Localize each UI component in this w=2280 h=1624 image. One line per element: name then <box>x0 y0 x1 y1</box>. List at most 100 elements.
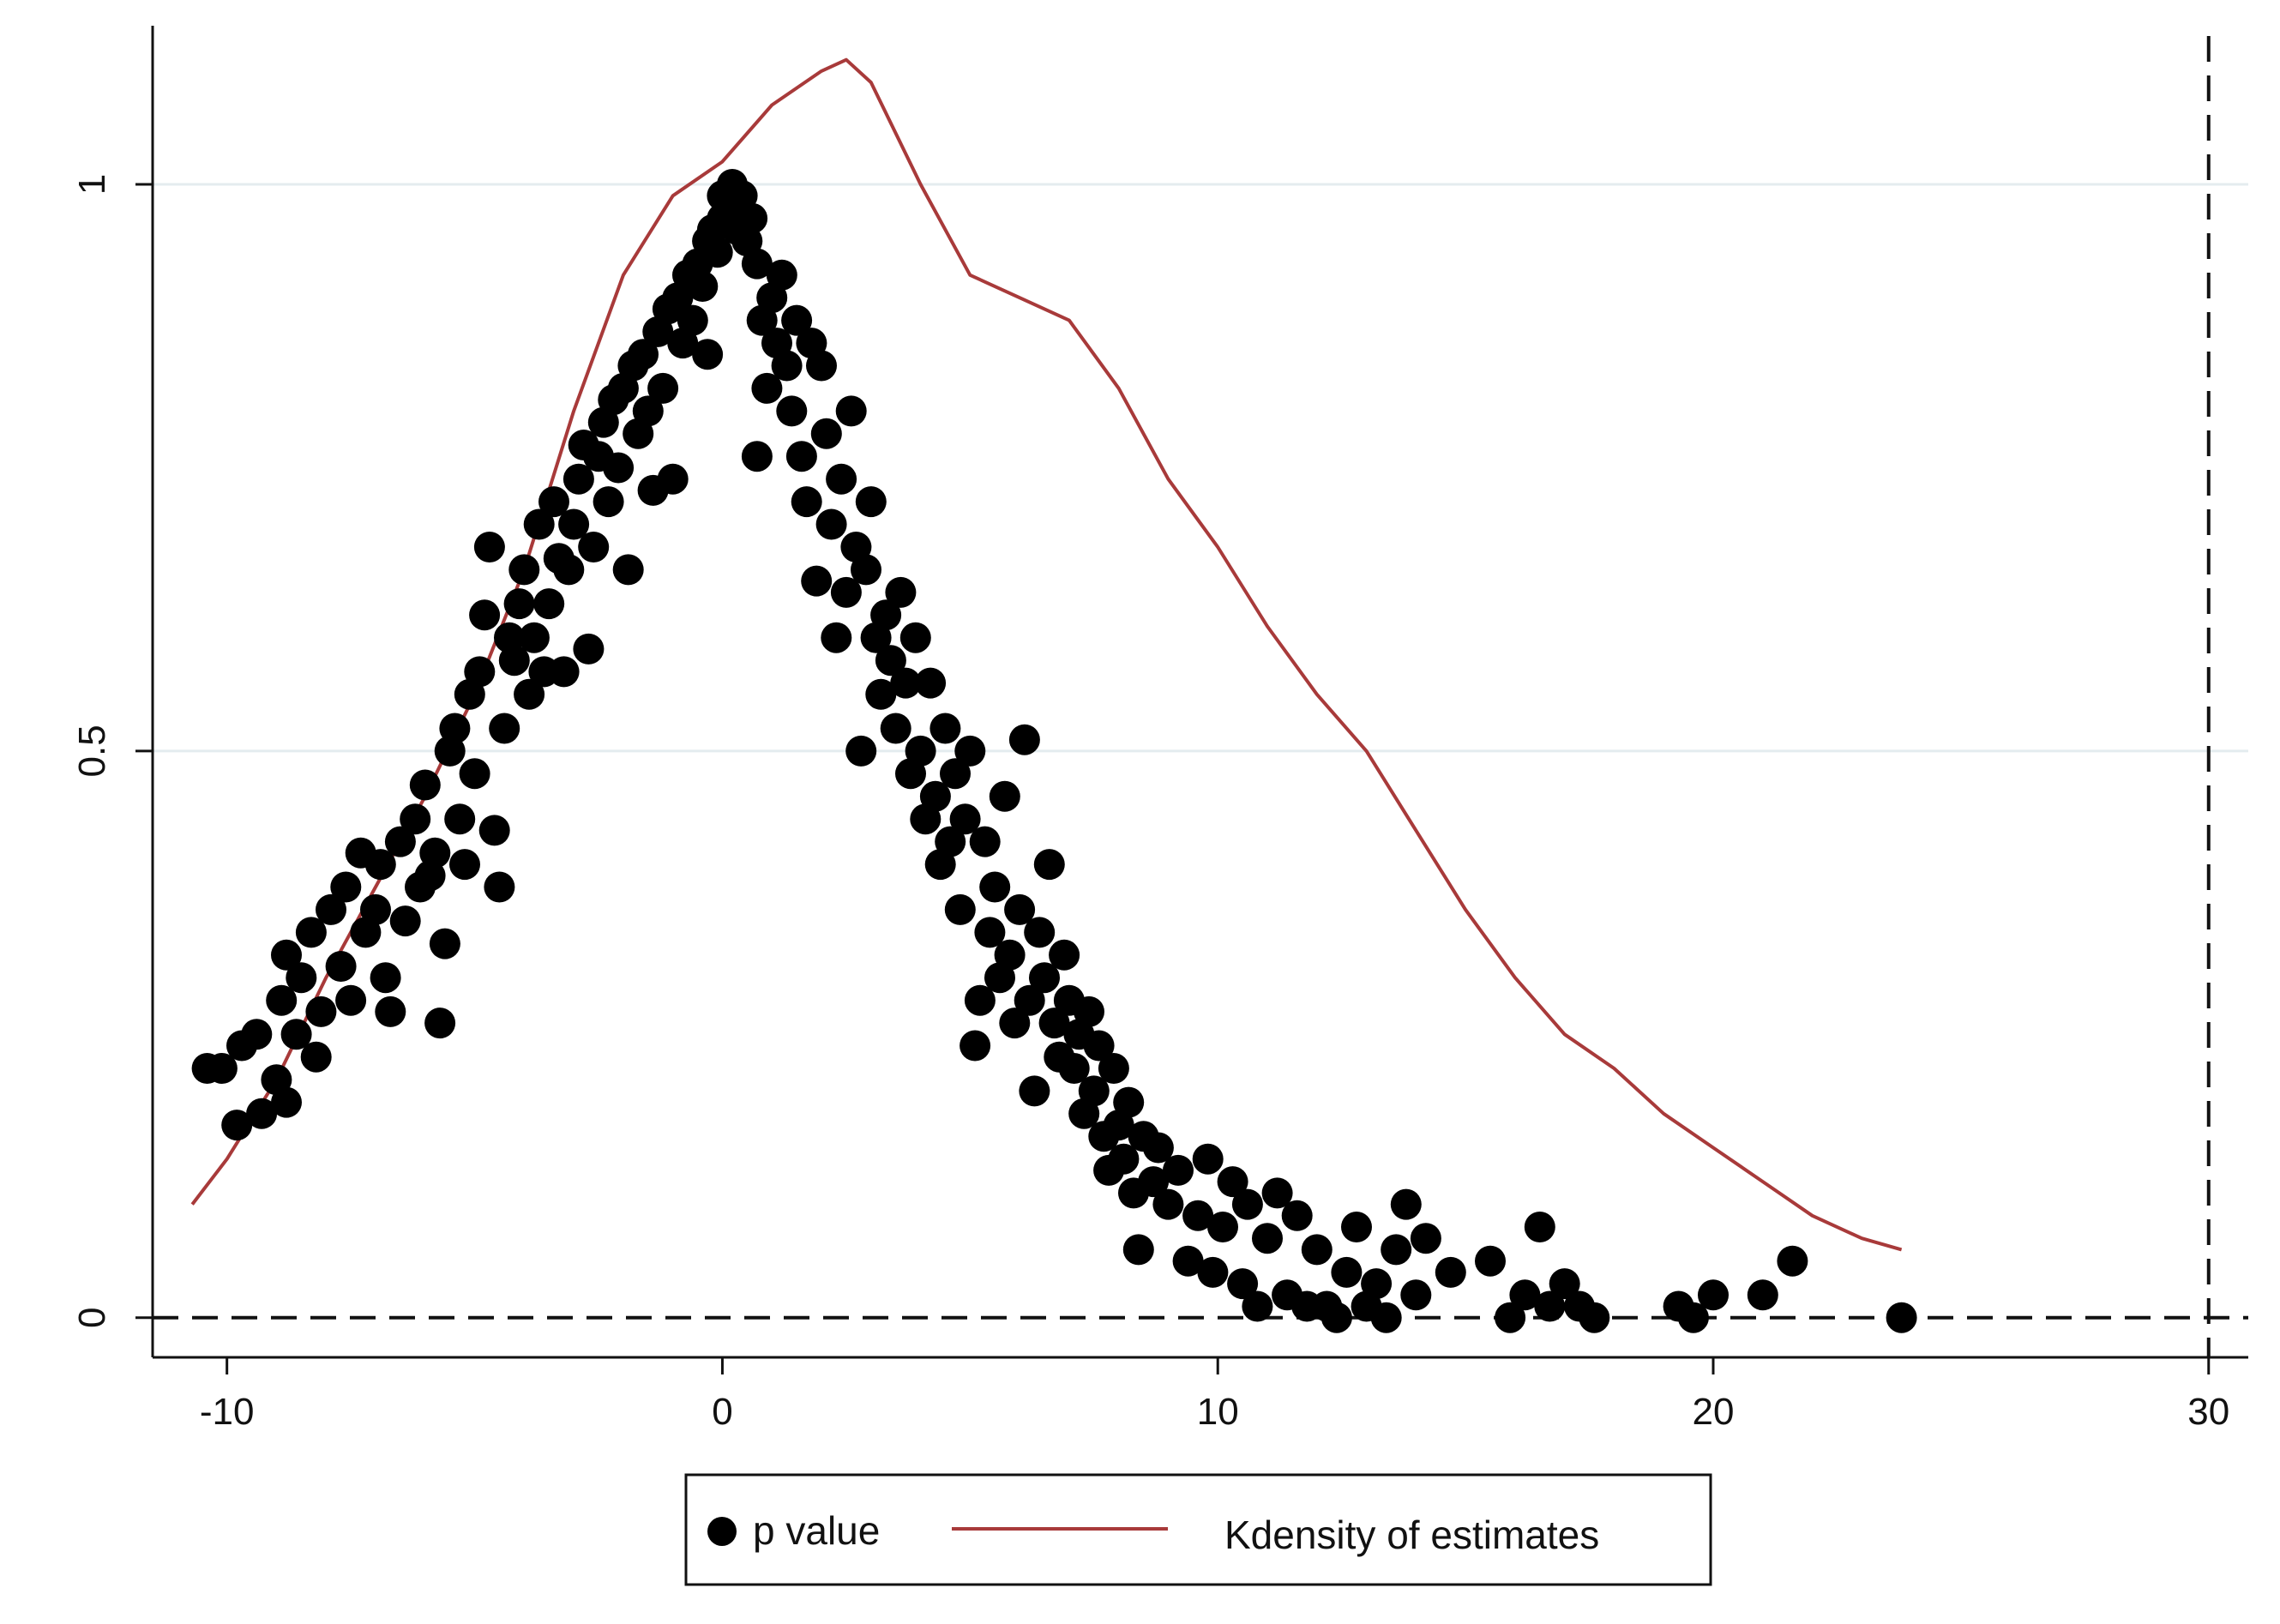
scatter-point <box>1207 1212 1238 1242</box>
scatter-point <box>1320 1302 1352 1333</box>
scatter-point <box>1242 1290 1273 1322</box>
scatter-point <box>830 576 862 608</box>
scatter-point <box>994 939 1026 971</box>
scatter-point <box>1579 1302 1610 1333</box>
kdensity-line <box>190 57 1903 1252</box>
scatter-point <box>335 984 367 1016</box>
scatter-point <box>498 645 530 677</box>
scatter-point <box>810 418 842 449</box>
scatter-point <box>1410 1223 1441 1254</box>
scatter-point <box>999 1007 1031 1039</box>
scatter-point <box>409 769 441 801</box>
scatter-point <box>826 463 857 495</box>
scatter-point <box>791 486 822 518</box>
scatter-point <box>806 350 837 382</box>
x-axis-ticks: -10 0 10 20 30 <box>200 1357 2229 1433</box>
scatter-point <box>1361 1268 1393 1300</box>
scatter-point <box>578 532 610 562</box>
scatter-point <box>1301 1234 1333 1266</box>
scatter-point <box>375 995 406 1027</box>
scatter-point <box>389 905 421 937</box>
scatter-point <box>935 826 966 857</box>
scatter-point <box>1197 1256 1229 1288</box>
scatter-point <box>801 565 833 597</box>
scatter-point <box>558 508 590 540</box>
scatter-point <box>508 554 540 586</box>
scatter-point <box>305 995 337 1027</box>
scatter-point <box>1192 1143 1224 1175</box>
scatter-point <box>266 984 298 1016</box>
scatter-point <box>969 826 1001 857</box>
scatter-point <box>514 678 545 710</box>
legend: p value Kdensity of estimates <box>684 1473 1712 1586</box>
scatter-point <box>1142 1132 1174 1164</box>
scatter-point <box>478 815 510 846</box>
scatter-point <box>503 588 535 620</box>
scatter-point <box>1029 962 1060 994</box>
scatter-point <box>835 395 867 427</box>
scatter-point <box>875 645 906 677</box>
scatter-point <box>439 713 471 744</box>
scatter-point <box>1886 1302 1917 1333</box>
scatter-point <box>1370 1302 1402 1333</box>
scatter-point <box>1698 1279 1729 1311</box>
scatter-point <box>821 622 852 653</box>
scatter-point <box>444 803 476 835</box>
y-tick-label: 1 <box>71 174 113 195</box>
p-value-series <box>191 169 1917 1333</box>
scatter-point <box>741 441 773 472</box>
scatter-point <box>1381 1234 1412 1266</box>
scatter-point <box>1122 1234 1154 1266</box>
gridlines <box>153 183 2248 753</box>
scatter-point <box>400 803 431 835</box>
scatter-point <box>1435 1256 1466 1288</box>
scatter-point <box>523 508 555 540</box>
scatter-point <box>484 871 515 903</box>
scatter-point <box>1049 939 1080 971</box>
scatter-point <box>573 633 605 665</box>
scatter-point <box>851 554 881 586</box>
scatter-point <box>781 304 813 336</box>
scatter-point <box>1534 1290 1566 1322</box>
scatter-point <box>1341 1212 1372 1242</box>
scatter-point <box>949 803 981 835</box>
scatter-point <box>954 735 986 767</box>
scatter-point <box>325 951 357 982</box>
scatter-point <box>533 588 565 620</box>
scatter-point <box>1252 1223 1283 1254</box>
scatter-point <box>855 486 887 518</box>
scatter-point <box>919 780 951 812</box>
scatter-point <box>548 656 580 688</box>
scatter-point <box>929 713 961 744</box>
scatter-point <box>271 1086 302 1118</box>
x-tick-label: 20 <box>1693 1391 1735 1433</box>
scatter-point <box>1777 1245 1808 1277</box>
scatter-point <box>449 849 480 881</box>
axes <box>151 26 2248 1359</box>
y-axis-ticks: 00.51 <box>71 174 153 1328</box>
scatter-point <box>1078 1075 1110 1107</box>
x-tick-label: 10 <box>1197 1391 1239 1433</box>
scatter-point <box>1024 917 1056 948</box>
scatter-point <box>280 1019 312 1050</box>
scatter-point <box>771 350 803 382</box>
scatter-point <box>593 486 624 518</box>
scatter-point <box>429 928 460 959</box>
scatter-point <box>1217 1166 1248 1198</box>
scatter-point <box>989 780 1020 812</box>
scatter-point <box>899 622 931 653</box>
scatter-point <box>459 758 490 790</box>
scatter-point <box>1019 1075 1050 1107</box>
legend-label-p-value: p value <box>753 1508 880 1553</box>
scatter-point <box>701 237 733 268</box>
scatter-point <box>1004 893 1036 925</box>
legend-label-kdensity: Kdensity of estimates <box>1224 1513 1599 1557</box>
scatter-point <box>1227 1268 1259 1300</box>
scatter-point <box>1108 1143 1140 1175</box>
scatter-point <box>1400 1279 1432 1311</box>
kdensity-series <box>190 57 1903 1252</box>
y-tick-label: 0 <box>71 1307 113 1327</box>
scatter-point <box>271 939 302 971</box>
scatter-point <box>692 339 724 370</box>
scatter-point <box>1113 1086 1145 1118</box>
